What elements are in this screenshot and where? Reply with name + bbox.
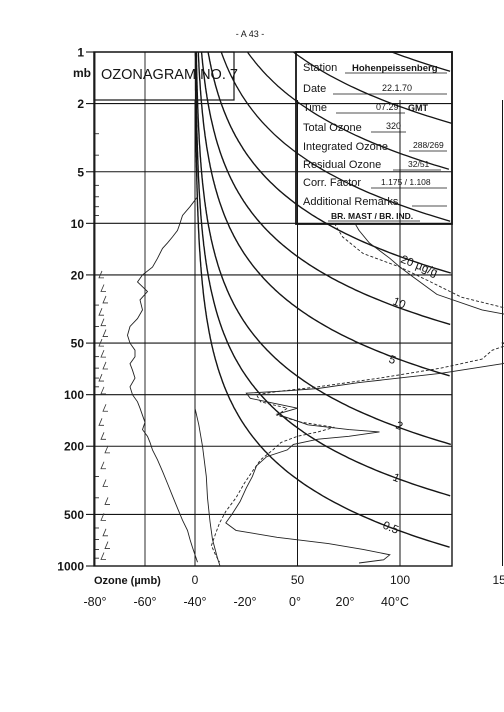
remarks-value: BR. MAST / BR. IND. (331, 211, 413, 221)
integrated-ozone-value: 288/269 (413, 140, 444, 150)
wind-mark (100, 284, 106, 292)
info-box (295, 51, 453, 225)
mixing-ratio-lines (194, 51, 452, 548)
wind-mark (98, 338, 104, 347)
temperature-tick-label: 20° (336, 595, 355, 609)
temperature-tick-label: 40°C (381, 595, 409, 609)
ozone-profile-dashed (210, 223, 504, 563)
pressure-tick-label: 500 (64, 508, 84, 522)
wind-mark (100, 318, 106, 327)
mixing-ratio-line (246, 51, 450, 170)
mixing-ratio-line (200, 51, 451, 326)
temperature-tick-label: -80° (83, 595, 106, 609)
wind-mark (98, 373, 104, 382)
temperature-tick-label: 0° (289, 595, 301, 609)
residual-ozone-value: 32/51 (408, 159, 430, 169)
info-remarks: Additional Remarks BR. MAST / BR. IND. (303, 196, 447, 222)
mixing-ratio-label: 1 (391, 472, 401, 486)
info-date: Date 22.1.70 (303, 83, 447, 95)
temperature-tick-label: -40° (183, 595, 206, 609)
ozone-tick-label: 150 (492, 573, 504, 587)
axis-labels: 1251020501002005001000050100150200-80°-6… (57, 46, 504, 610)
mixing-ratio-label: 0.5 (381, 520, 400, 537)
residual-ozone-label: Residual Ozone (303, 159, 381, 171)
temperature-profile-solid (127, 196, 198, 563)
title-box (93, 51, 235, 101)
wind-mark (102, 528, 108, 537)
info-time: Time 07.29 GMT (303, 102, 428, 114)
date-value: 22.1.70 (382, 83, 412, 93)
pressure-tick-label: 10 (71, 217, 85, 231)
temperature-tick-label: -60° (133, 595, 156, 609)
grid (86, 51, 503, 567)
info-total-ozone: Total Ozone 320 (303, 121, 406, 134)
station-label: Station (303, 62, 337, 74)
chart-title: OZONAGRAM NO. 7 (101, 67, 238, 83)
temperature-profile-solid (194, 408, 221, 567)
ozone-axis-label: Ozone (µmb) (94, 575, 161, 587)
mixing-ratio-line (195, 52, 451, 497)
wind-mark (100, 386, 106, 395)
mixing-ratio-line (207, 51, 451, 274)
page-header: - A 43 - (236, 29, 265, 39)
wind-mark (102, 479, 108, 487)
info-corr-factor: Corr. Factor 1.175 / 1.108 (303, 177, 447, 189)
wind-mark (104, 445, 110, 454)
wind-mark (102, 404, 108, 412)
wind-mark (100, 552, 106, 560)
corr-factor-label: Corr. Factor (303, 177, 361, 189)
time-value: 07.29 (376, 102, 399, 112)
integrated-ozone-label: Integrated Ozone (303, 141, 388, 153)
ozone-tick-label: 0 (192, 573, 199, 587)
wind-mark (104, 541, 110, 549)
pressure-tick-label: 20 (71, 268, 85, 282)
ozone-profile-solid (225, 223, 504, 564)
pressure-tick-label: 1000 (57, 560, 84, 574)
remarks-label: Additional Remarks (303, 196, 399, 208)
ozone-tick-label: 100 (390, 573, 410, 587)
info-integrated-ozone: Integrated Ozone 288/269 (303, 140, 447, 153)
mixing-ratio-line (391, 51, 451, 72)
date-label: Date (303, 83, 326, 95)
wind-mark (102, 295, 108, 304)
mixing-ratio-label: 2 (394, 420, 404, 434)
pressure-tick-label: 1 (77, 46, 84, 60)
mixing-ratio-line (220, 51, 451, 222)
wind-mark (102, 361, 108, 370)
time-zone: GMT (408, 103, 428, 113)
station-value: Hohenpeissenberg (352, 63, 438, 74)
wind-mark (100, 513, 106, 521)
wind-mark (98, 418, 104, 426)
wind-mark (98, 270, 104, 279)
wind-mark (100, 349, 106, 358)
mixing-ratio-line (293, 51, 452, 124)
pressure-tick-label: 2 (77, 97, 84, 111)
temperature-tick-label: -20° (233, 595, 256, 609)
mixing-ratio-line (197, 51, 450, 377)
data-series (98, 196, 504, 567)
info-residual-ozone: Residual Ozone 32/51 (303, 159, 441, 171)
corr-factor-value: 1.175 / 1.108 (381, 177, 431, 187)
pressure-tick-label: 100 (64, 388, 84, 402)
mixing-ratio-label: 10 (391, 296, 407, 312)
y-axis-unit: mb (73, 66, 91, 80)
pressure-tick-label: 5 (77, 165, 84, 179)
mixing-ratio-label: 5 (387, 354, 397, 368)
wind-mark (98, 308, 104, 316)
wind-mark (104, 497, 110, 505)
pressure-tick-label: 50 (71, 337, 85, 351)
pressure-tick-label: 200 (64, 440, 84, 454)
wind-mark (100, 461, 106, 470)
wind-mark (102, 329, 108, 337)
total-ozone-value: 320 (386, 121, 401, 131)
ozone-tick-label: 50 (291, 573, 305, 587)
time-label: Time (303, 102, 327, 114)
plot-frame (93, 51, 453, 567)
mixing-ratio-line (194, 52, 450, 548)
wind-mark (100, 432, 106, 440)
mixing-ratio-line (195, 52, 452, 446)
